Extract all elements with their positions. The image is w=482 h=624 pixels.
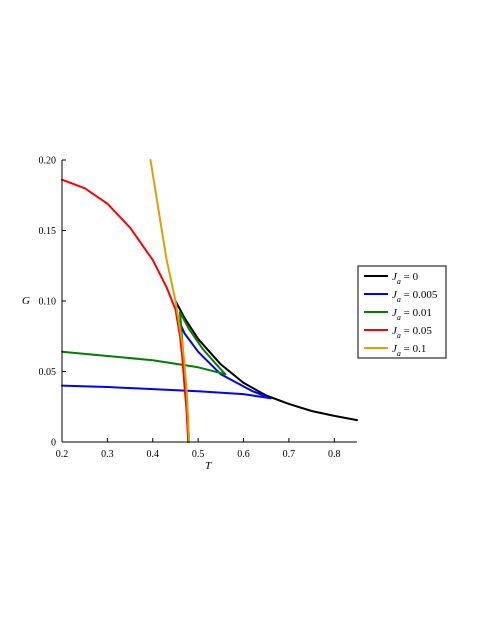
legend-label-4: Ja = 0.1 (392, 343, 426, 358)
x-tick-label: 0.5 (192, 449, 205, 460)
y-tick-label: 0.10 (39, 297, 57, 308)
y-tick-label: 0 (51, 438, 56, 449)
x-axis-title: T (205, 460, 212, 472)
legend-label-2: Ja = 0.01 (392, 307, 432, 322)
y-axis-title: G (22, 295, 30, 307)
y-tick-label: 0.05 (39, 367, 57, 378)
x-tick-label: 0.2 (56, 449, 69, 460)
x-tick-label: 0.3 (101, 449, 114, 460)
x-tick-label: 0.6 (237, 449, 250, 460)
x-tick-label: 0.7 (283, 449, 296, 460)
series-line-3 (61, 178, 190, 443)
series-line-0 (174, 300, 358, 422)
ticks: 0.2 0.3 0.4 0.5 0.6 0.7 0.8 0 0.05 0.10 0.15 0.20 (39, 156, 341, 461)
plot-area (61, 159, 358, 443)
series-line-1 (61, 316, 272, 400)
y-tick-label: 0.15 (39, 226, 57, 237)
x-tick-label: 0.4 (147, 449, 160, 460)
series-line-2 (61, 311, 227, 443)
legend-label-3: Ja = 0.05 (392, 325, 432, 340)
legend-label-0: Ja = 0 (392, 271, 419, 286)
legend: Ja = 0 Ja = 0.005 Ja = 0.01 Ja = 0.05 Ja = 0… (357, 265, 447, 359)
y-tick-label: 0.20 (39, 156, 57, 167)
series-line-4 (149, 159, 191, 443)
x-tick-label: 0.8 (328, 449, 341, 460)
legend-label-1: Ja = 0.005 (392, 289, 438, 304)
